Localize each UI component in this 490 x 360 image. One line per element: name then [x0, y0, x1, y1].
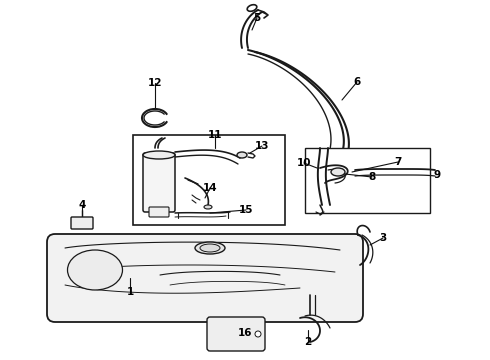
Ellipse shape	[200, 244, 220, 252]
FancyBboxPatch shape	[143, 153, 175, 212]
FancyBboxPatch shape	[47, 234, 363, 322]
Text: 9: 9	[434, 170, 441, 180]
Text: 6: 6	[353, 77, 361, 87]
Bar	[133, 135, 285, 225]
Text: 1: 1	[126, 287, 134, 297]
Text: 2: 2	[304, 337, 312, 347]
Text: 13: 13	[255, 141, 269, 151]
Text: 8: 8	[368, 172, 376, 182]
Ellipse shape	[331, 168, 345, 176]
Text: 5: 5	[253, 13, 261, 23]
Text: 12: 12	[148, 78, 162, 88]
FancyBboxPatch shape	[71, 217, 93, 229]
Text: 15: 15	[239, 205, 253, 215]
FancyBboxPatch shape	[207, 317, 265, 351]
Ellipse shape	[143, 151, 175, 159]
Text: 14: 14	[203, 183, 217, 193]
Text: 11: 11	[208, 130, 222, 140]
Ellipse shape	[237, 152, 247, 158]
Ellipse shape	[195, 242, 225, 254]
Text: 3: 3	[379, 233, 387, 243]
Bar	[305, 148, 430, 213]
FancyBboxPatch shape	[149, 207, 169, 217]
Ellipse shape	[204, 205, 212, 209]
Ellipse shape	[255, 331, 261, 337]
Text: 16: 16	[238, 328, 252, 338]
Text: 10: 10	[297, 158, 311, 168]
Text: 4: 4	[78, 200, 86, 210]
Ellipse shape	[247, 5, 257, 11]
Text: 7: 7	[394, 157, 402, 167]
Ellipse shape	[68, 250, 122, 290]
